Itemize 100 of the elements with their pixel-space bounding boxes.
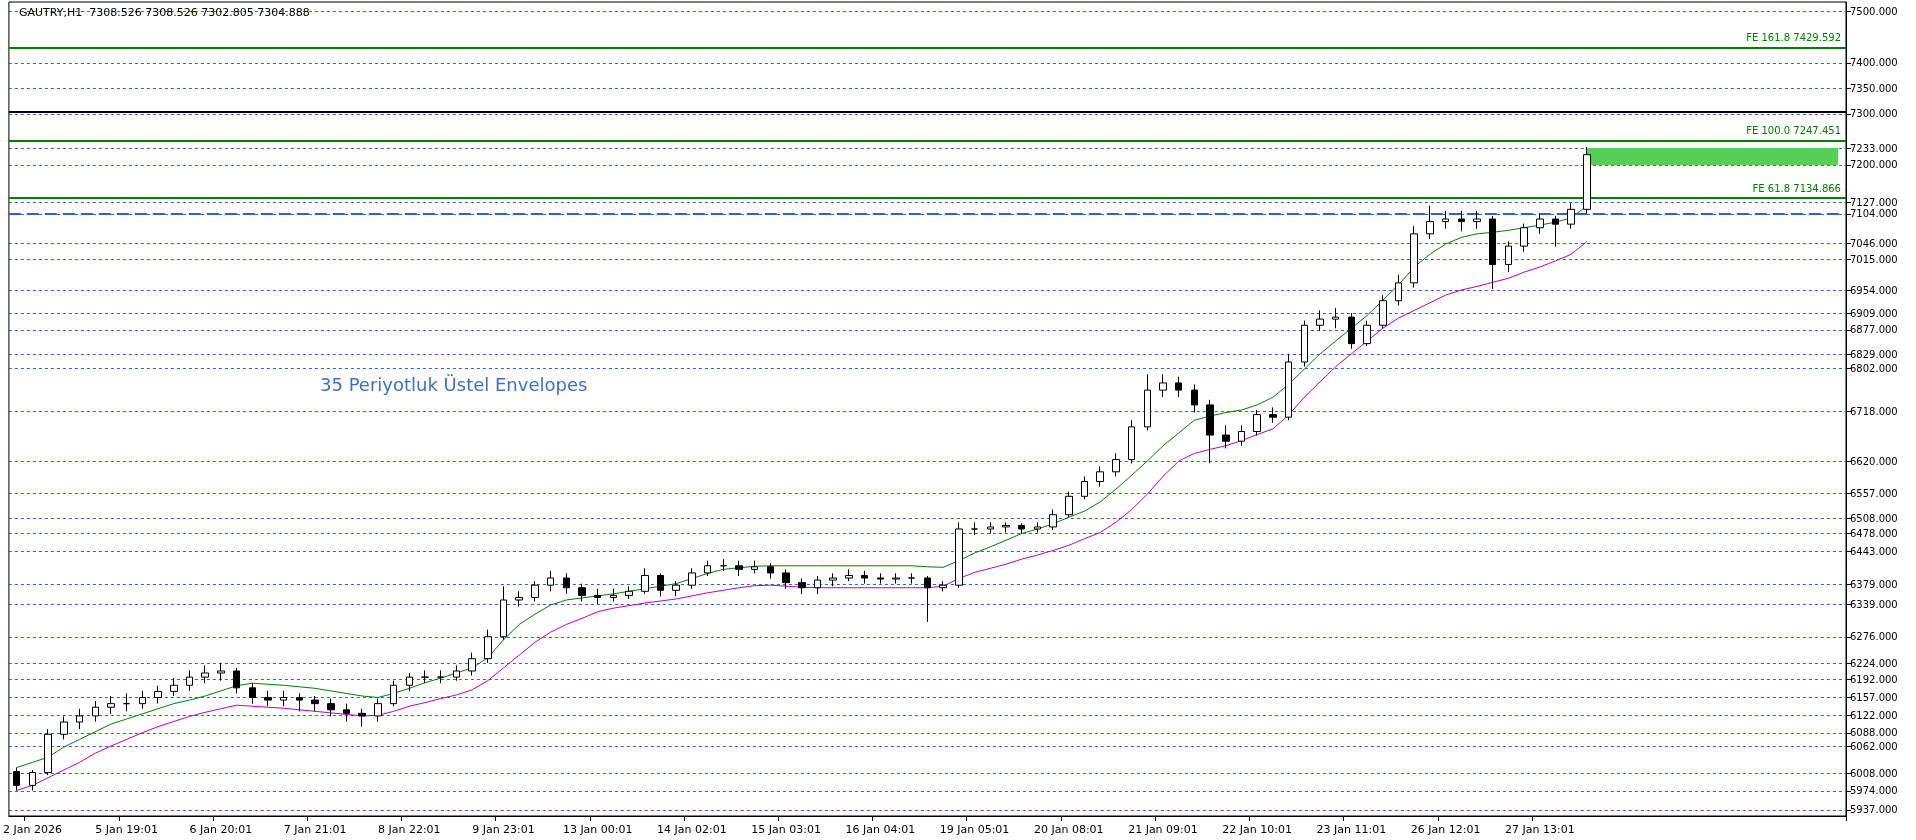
- candlestick: [60, 715, 68, 740]
- candlestick: [1081, 475, 1088, 500]
- candlestick: [421, 669, 429, 684]
- candlestick: [500, 585, 507, 641]
- x-tick-label: 27 Jan 13:01: [1504, 823, 1575, 836]
- candlestick: [1206, 399, 1214, 464]
- candlestick: [468, 652, 476, 677]
- x-tick-label: 15 Jan 03:01: [751, 823, 821, 836]
- candlestick: [311, 695, 319, 712]
- y-tick-label: 6909.000: [1850, 308, 1898, 320]
- y-tick-label: 7300.000: [1850, 108, 1898, 120]
- candlestick: [672, 580, 680, 597]
- candlestick: [610, 588, 617, 603]
- x-tick-label: 20 Jan 08:01: [1033, 823, 1104, 836]
- candlestick: [908, 572, 915, 585]
- y-tick-label: 6062.000: [1850, 740, 1898, 752]
- ref-line-label: FE 61.8 7134.866: [1752, 182, 1841, 194]
- y-tick-label: 7400.000: [1850, 57, 1898, 69]
- x-tick-label: 23 Jan 11:01: [1316, 823, 1387, 836]
- candlestick: [657, 572, 664, 597]
- candlestick: [249, 682, 256, 705]
- candlestick: [939, 580, 947, 592]
- candlestick: [1332, 307, 1339, 329]
- candlestick: [1379, 294, 1387, 329]
- y-tick-label: 7233.000: [1850, 142, 1898, 154]
- candlestick: [264, 690, 272, 707]
- candlestick: [861, 570, 868, 585]
- y-tick-label: 6877.000: [1850, 324, 1898, 336]
- x-tick-label: 2 Jan 2026: [2, 823, 62, 836]
- candlestick: [186, 669, 193, 692]
- candlestick: [1301, 320, 1308, 368]
- candlestick: [107, 695, 115, 715]
- candlestick: [280, 690, 287, 707]
- y-tick-label: 6954.000: [1850, 285, 1898, 297]
- candlestick: [515, 590, 523, 608]
- candlestick: [154, 685, 162, 705]
- y-tick-label: 6008.000: [1850, 768, 1898, 780]
- candlestick: [1567, 202, 1575, 230]
- y-tick-label: 6718.000: [1850, 405, 1898, 417]
- candlestick: [327, 698, 335, 717]
- candlestick: [1520, 223, 1528, 253]
- candlestick: [563, 572, 570, 595]
- y-tick-label: 6478.000: [1850, 528, 1898, 540]
- y-tick-label: 7127.000: [1850, 196, 1898, 208]
- candlestick: [1269, 406, 1277, 424]
- candlestick: [1159, 373, 1167, 398]
- candlestick: [343, 703, 350, 723]
- candlestick: [139, 690, 146, 710]
- candlestick: [1505, 241, 1512, 273]
- annotation: 35 Periyotluk Üstel Envelopes: [320, 373, 588, 395]
- candlestick: [767, 562, 774, 580]
- candlestick: [76, 708, 83, 730]
- y-tick-label: 6802.000: [1850, 362, 1898, 374]
- x-tick-label: 14 Jan 02:01: [657, 823, 727, 836]
- candlestick: [1285, 353, 1292, 421]
- candlestick: [641, 567, 649, 595]
- y-tick-label: 6122.000: [1850, 709, 1898, 721]
- candlestick: [798, 578, 806, 595]
- x-tick-label: 13 Jan 00:01: [562, 823, 633, 836]
- candlestick: [374, 698, 382, 723]
- candlestick: [484, 629, 492, 664]
- candlestick: [1410, 225, 1418, 288]
- candlestick: [1253, 409, 1261, 437]
- candlestick: [720, 558, 727, 572]
- candlestick: [625, 585, 633, 600]
- x-tick-label: 5 Jan 19:01: [95, 823, 158, 836]
- candlestick: [437, 669, 444, 684]
- candlestick: [594, 588, 601, 605]
- candlestick: [735, 560, 743, 577]
- candlestick: [453, 664, 460, 682]
- candlestick: [1112, 452, 1120, 477]
- candlestick: [1583, 146, 1591, 214]
- candlestick: [1222, 424, 1230, 449]
- candlestick: [1395, 274, 1402, 306]
- candlestick: [217, 662, 225, 682]
- y-tick-label: 5974.000: [1850, 785, 1898, 797]
- y-tick-label: 7500.000: [1850, 6, 1898, 18]
- candlestick: [1426, 205, 1434, 240]
- x-tick-label: 8 Jan 22:01: [377, 823, 441, 836]
- candlestick: [1473, 210, 1481, 230]
- candlestick: [123, 692, 130, 712]
- candlestick: [1536, 212, 1544, 235]
- x-tick-label: 16 Jan 04:01: [845, 823, 916, 836]
- candlestick: [1096, 465, 1104, 488]
- candlestick: [547, 570, 554, 592]
- x-tick-label: 6 Jan 20:01: [189, 823, 253, 836]
- y-tick-label: 6224.000: [1850, 657, 1898, 669]
- candlestick: [1316, 309, 1324, 332]
- candlestick: [1442, 210, 1449, 230]
- candlestick: [1128, 419, 1135, 465]
- candlestick: [1552, 215, 1559, 248]
- candlestick: [924, 575, 931, 623]
- y-tick-label: 6276.000: [1850, 631, 1898, 643]
- candlestick: [29, 769, 36, 791]
- candlestick: [233, 667, 240, 694]
- candlestick: [829, 572, 837, 587]
- candlestick: [1175, 376, 1182, 398]
- chart-title: GAUTRY,H1 7308.526 7308.526 7302.805 7304.888: [19, 6, 310, 19]
- candlestick: [1049, 509, 1057, 531]
- candlestick: [578, 583, 586, 603]
